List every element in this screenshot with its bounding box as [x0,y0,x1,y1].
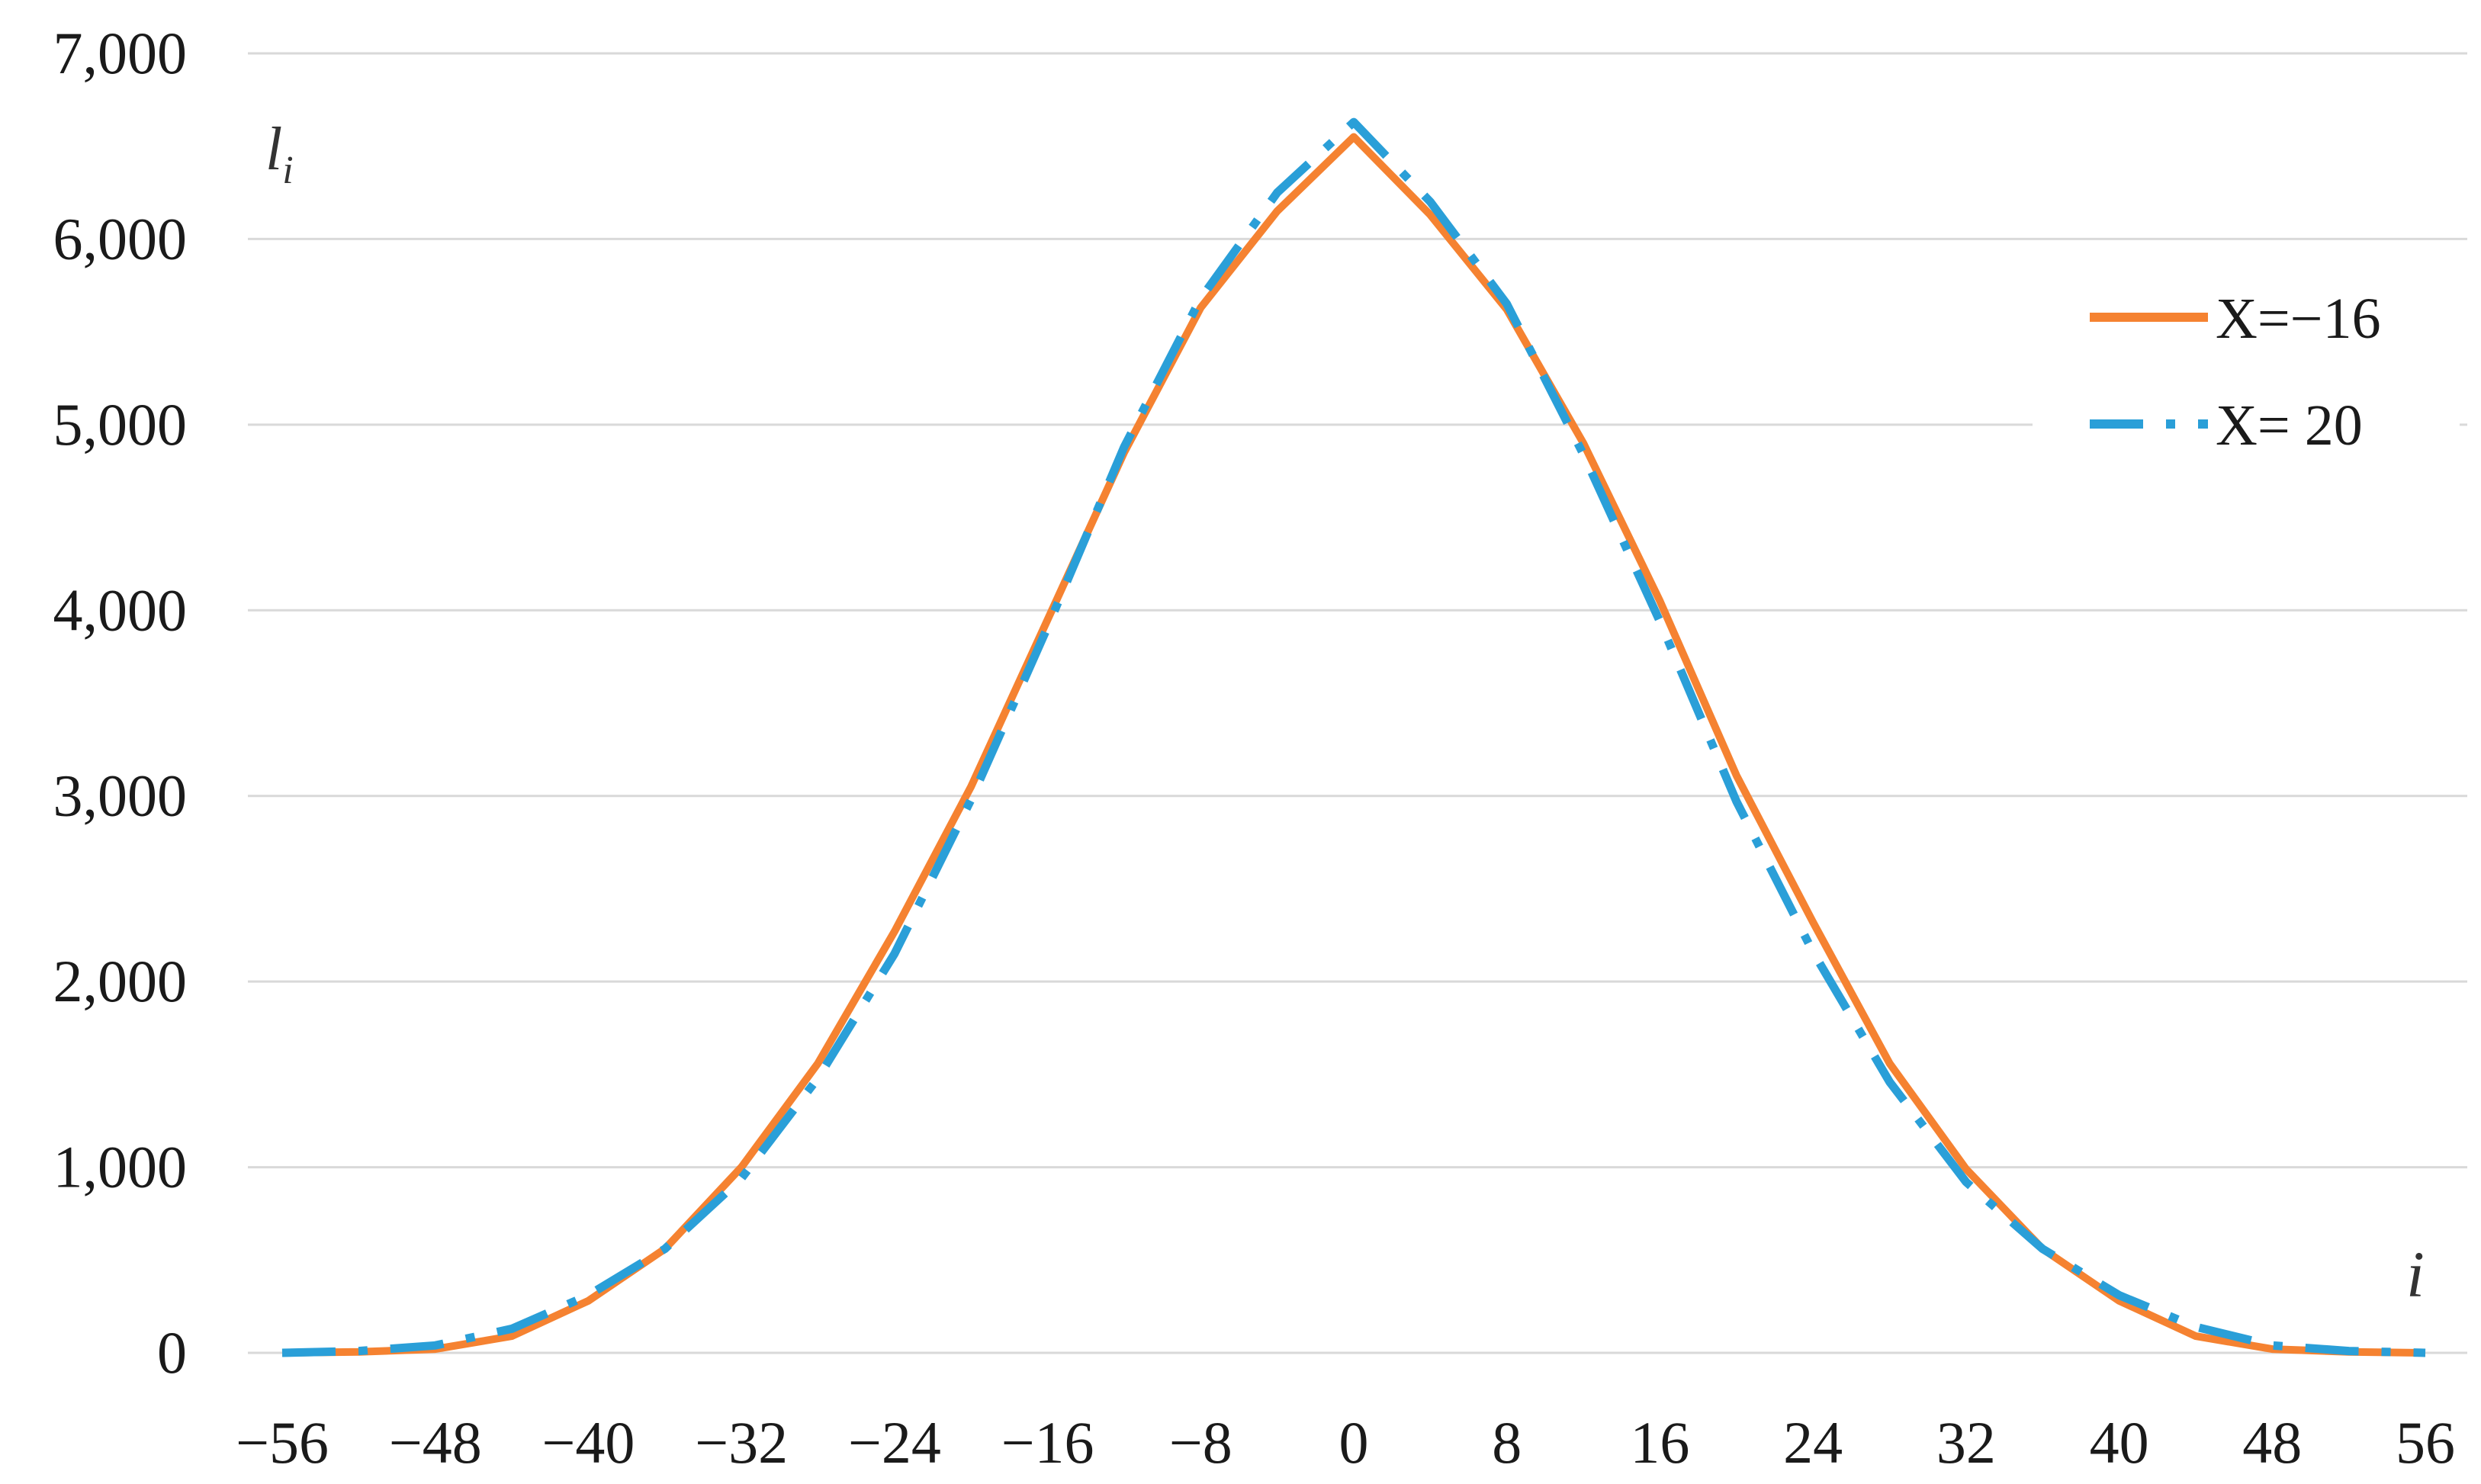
x-axis-label: i [2406,1238,2425,1311]
y-tick-label: 4,000 [53,577,188,643]
y-axis-label-main: l [265,116,282,183]
x-tick-label: 56 [2396,1409,2455,1476]
x-axis-ticks: −56 −48 −40 −32 −24 −16 −8 0 8 16 24 32 40 48 56 [236,1409,2455,1476]
legend: X=−16 X= 20 [2033,259,2460,473]
x-tick-label: 24 [1783,1409,1843,1476]
x-tick-label: −8 [1169,1409,1232,1476]
y-tick-label: 5,000 [53,391,188,458]
y-tick-label: 6,000 [53,205,188,271]
x-tick-label: −24 [848,1409,941,1476]
x-tick-label: −32 [695,1409,788,1476]
y-tick-label: 3,000 [53,763,188,829]
series-lines [281,117,2426,1357]
gridlines [248,52,2467,1354]
x-tick-label: −56 [236,1409,329,1476]
y-tick-label: 2,000 [53,948,188,1014]
y-axis-ticks: 0 1,000 2,000 3,000 4,000 5,000 6,000 7,000 [53,20,188,1386]
y-axis-label: li [265,116,294,192]
x-tick-label: −16 [1001,1409,1094,1476]
x-tick-label: 32 [1936,1409,1996,1476]
x-tick-label: −48 [389,1409,482,1476]
x-tick-label: 16 [1630,1409,1689,1476]
legend-background [2033,259,2460,473]
y-tick-label: 7,000 [53,20,188,86]
y-tick-label: 0 [157,1319,187,1386]
x-tick-label: 8 [1492,1409,1522,1476]
x-tick-label: −40 [542,1409,635,1476]
legend-label-x-minus-16: X=−16 [2216,287,2381,351]
legend-label-x-20: X= 20 [2216,393,2363,458]
x-tick-label: 0 [1339,1409,1369,1476]
x-tick-label: 48 [2242,1409,2302,1476]
y-tick-label: 1,000 [53,1134,188,1200]
y-axis-label-subscript: i [282,149,293,192]
x-tick-label: 40 [2090,1409,2149,1476]
